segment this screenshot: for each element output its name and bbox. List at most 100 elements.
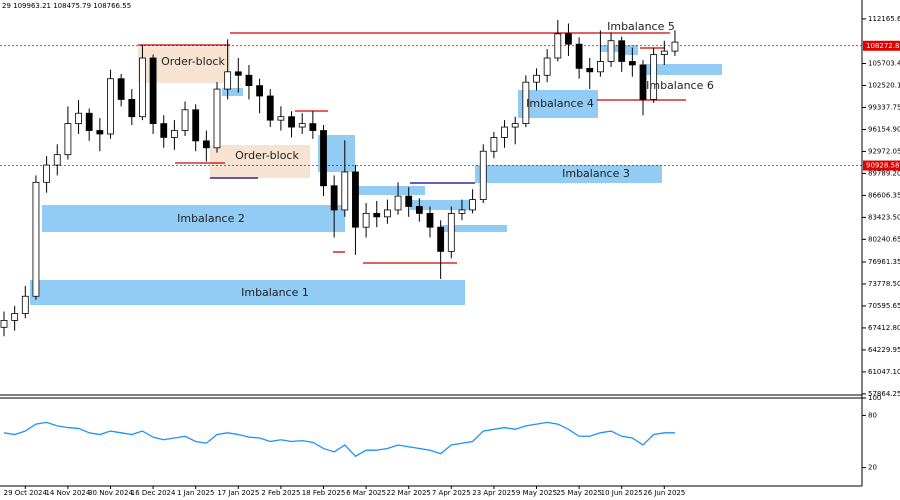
candle-body (607, 40, 615, 62)
candle-body (501, 126, 508, 138)
candle-body (256, 85, 264, 97)
candle-body (554, 33, 562, 59)
candle-body (266, 95, 274, 121)
y-tick-label: 70595.65 (868, 302, 900, 310)
x-tick-label: 7 Apr 2025 (432, 489, 471, 497)
imbalance-zone (625, 45, 638, 55)
candle-body (43, 164, 50, 183)
candle-body (245, 74, 253, 87)
candle-body (618, 40, 626, 62)
candle-body (650, 54, 658, 100)
candle-body (394, 195, 402, 211)
candle-body (160, 123, 168, 138)
imbalance-zone (30, 280, 465, 305)
y-tick-label: 89789.20 (868, 169, 900, 177)
x-tick-label: 14 Nov 2024 (45, 489, 90, 497)
x-tick-label: 16 Dec 2024 (131, 489, 176, 497)
plot (0, 20, 862, 458)
candle-body (117, 78, 125, 100)
candle-body (170, 130, 178, 138)
x-tick-label: 9 May 2025 (516, 489, 557, 497)
imbalance-zone (645, 64, 722, 75)
annotation: Imbalance 1 (241, 286, 309, 299)
y-tick-label: 99337.75 (868, 103, 900, 111)
candle-body (149, 57, 157, 125)
y-tick-label: 86606.35 (868, 191, 900, 199)
imbalance-zone (410, 200, 470, 210)
candle-body (0, 320, 8, 328)
level-label: 90928.58 (866, 162, 899, 170)
candle-body (575, 43, 583, 69)
candle-body (533, 74, 540, 83)
y-tick-label: 76961.35 (868, 258, 900, 266)
level-label: 108272.88 (866, 42, 900, 50)
candle-body (53, 154, 61, 166)
candle-body (75, 112, 82, 125)
x-tick-label: 25 May 2025 (556, 489, 602, 497)
annotation: Imbalance 6 (646, 79, 714, 92)
candle-body (479, 150, 487, 200)
candle-body (288, 116, 295, 128)
candle-body (660, 50, 668, 55)
annotation: Imbalance 3 (562, 167, 630, 180)
annotation: Imbalance 5 (607, 20, 675, 33)
candle-body (11, 313, 19, 321)
candle-body (415, 206, 423, 214)
x-tick-label: 30 Nov 2024 (88, 489, 133, 497)
candle-body (469, 199, 477, 211)
x-tick-label: 23 Apr 2025 (472, 489, 515, 497)
imbalance-zone (222, 88, 243, 96)
x-tick-label: 22 Mar 2025 (387, 489, 431, 497)
x-tick-label: 18 Feb 2025 (302, 489, 346, 497)
candle-body (543, 57, 551, 76)
candle-body (383, 209, 391, 218)
candle-body (96, 130, 104, 135)
y-tick-label: 83423.50 (868, 213, 900, 221)
candle-body (298, 123, 306, 128)
y-tick-label: 92972.05 (868, 147, 900, 155)
candle-body (128, 99, 136, 118)
candle-body (330, 185, 338, 211)
candle-body (522, 81, 530, 125)
y-tick-label: 80240.65 (868, 235, 900, 243)
candle-body (586, 67, 594, 73)
candle-body (192, 109, 200, 142)
candle-body (64, 123, 72, 156)
y-tick-label: 73778.50 (868, 280, 900, 288)
candle-body (362, 212, 370, 228)
y-tick-label: 57864.25 (868, 390, 900, 398)
chart-title: 29 109963.21 108475.79 108766.55 (2, 2, 131, 10)
candle-body (85, 112, 93, 131)
y-tick-label: 61047.10 (868, 368, 900, 376)
y-tick-label: 102520.18 (868, 81, 900, 89)
annotation: Imbalance 2 (177, 212, 245, 225)
y-tick-label: 105703.45 (868, 60, 900, 68)
x-tick-label: 29 Oct 2024 (4, 489, 48, 497)
candle-body (224, 71, 232, 90)
annotation: Order-block (235, 149, 299, 162)
candle-body (32, 181, 40, 297)
x-tick-label: 17 Jan 2025 (217, 489, 259, 497)
candle-body (320, 130, 327, 187)
annotation: Imbalance 4 (526, 97, 594, 110)
imbalance-zone (440, 225, 507, 232)
candle-body (213, 88, 221, 149)
level-label-bg (863, 40, 900, 51)
candle-body (107, 78, 114, 135)
candle-body (373, 212, 381, 218)
candle-body (139, 57, 146, 118)
annotation: Order-block (161, 55, 225, 68)
candle-body (511, 123, 519, 128)
x-tick-label: 2 Feb 2025 (261, 489, 300, 497)
candle-body (458, 209, 466, 214)
candle-body (639, 64, 647, 100)
y-tick-label: 67412.80 (868, 324, 900, 332)
candle-body (437, 226, 445, 252)
x-tick-label: 26 Jun 2025 (643, 489, 685, 497)
candle-body (352, 171, 359, 228)
order-block-zone (210, 145, 310, 178)
candle-body (341, 171, 349, 211)
candle-body (671, 41, 679, 52)
